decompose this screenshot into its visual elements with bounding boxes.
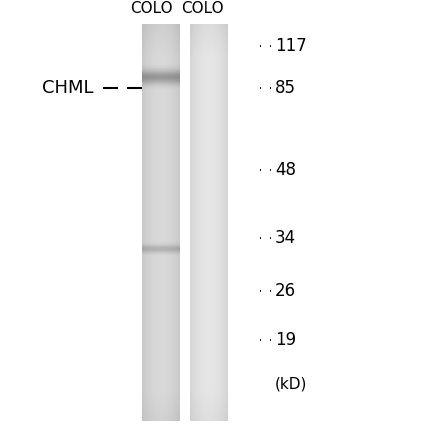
Text: COLO: COLO [131, 1, 173, 16]
Text: COLO: COLO [181, 1, 224, 16]
Text: 26: 26 [275, 282, 296, 300]
Text: 117: 117 [275, 37, 307, 55]
Text: 85: 85 [275, 79, 296, 97]
Text: 34: 34 [275, 229, 296, 247]
Text: CHML: CHML [42, 79, 93, 97]
Text: 19: 19 [275, 331, 296, 348]
Text: 48: 48 [275, 161, 296, 179]
Text: (kD): (kD) [275, 376, 308, 391]
